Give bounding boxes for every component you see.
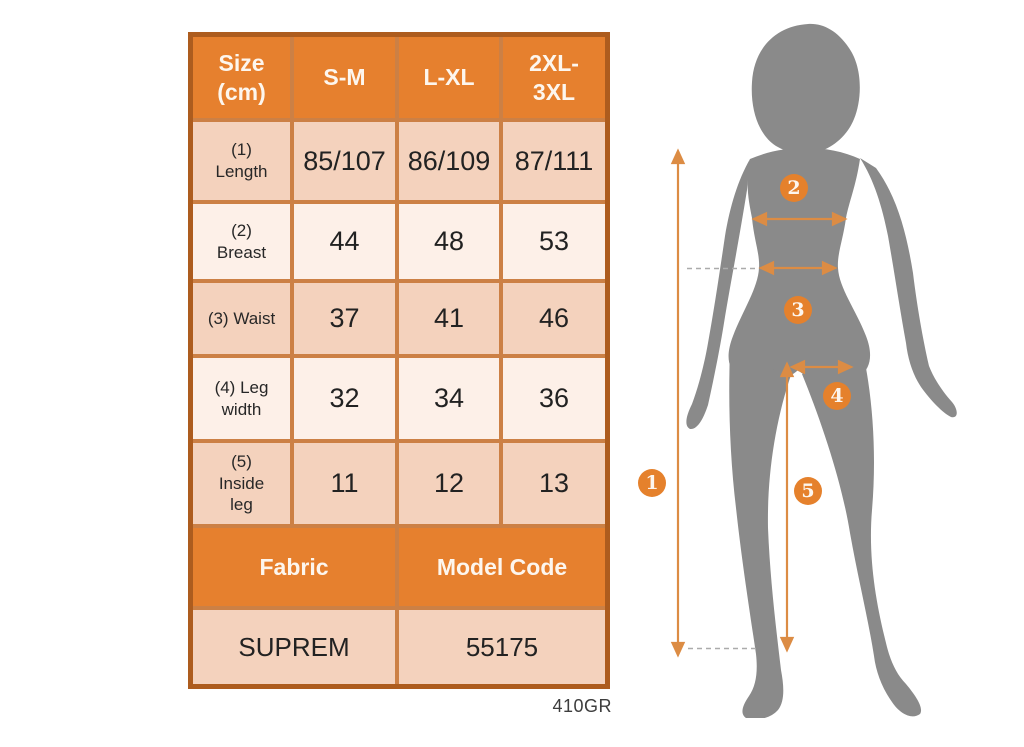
- arrow-5-head-bottom: [779, 636, 795, 653]
- cell-waist-sm: 37: [294, 283, 395, 354]
- col-header-l-xl: L-XL: [399, 37, 499, 118]
- cell-breast-2xl: 53: [503, 204, 605, 279]
- col-header-s-m: S-M: [294, 37, 395, 118]
- cell-insideleg-2xl: 13: [503, 443, 605, 524]
- body-silhouette: [686, 23, 957, 718]
- cell-length-2xl: 87/111: [503, 122, 605, 200]
- arrow-4-head-right: [837, 359, 854, 375]
- cell-length-sm: 85/107: [294, 122, 395, 200]
- row-label-breast: (2) Breast: [193, 204, 290, 279]
- footer-value-fabric: SUPREM: [193, 610, 395, 684]
- cell-breast-lxl: 48: [399, 204, 499, 279]
- col-header-2xl-3xl: 2XL- 3XL: [503, 37, 605, 118]
- footer-header-fabric: Fabric: [193, 528, 395, 606]
- arrow-4-head-left: [789, 359, 806, 375]
- arrow-3-head-right: [821, 260, 838, 276]
- cell-insideleg-sm: 11: [294, 443, 395, 524]
- arrow-5-head-top: [779, 361, 795, 378]
- footer-value-model-code: 55175: [399, 610, 605, 684]
- silhouette-head: [751, 23, 860, 155]
- silhouette-left-leg: [729, 350, 792, 718]
- cell-insideleg-lxl: 12: [399, 443, 499, 524]
- arrow-1-head-top: [670, 148, 686, 165]
- silhouette-right-leg: [802, 364, 922, 717]
- col-header-size-cm: Size (cm): [193, 37, 290, 118]
- arrow-2-head-right: [831, 211, 848, 227]
- cell-waist-2xl: 46: [503, 283, 605, 354]
- size-chart-table: Size (cm) S-M L-XL 2XL- 3XL (1) Length 8…: [188, 32, 610, 689]
- arrow-1-head-bottom: [670, 641, 686, 658]
- silhouette-right-arm: [860, 158, 957, 418]
- measure-badge-5: 5: [794, 477, 822, 505]
- cell-breast-sm: 44: [294, 204, 395, 279]
- footer-header-model-code: Model Code: [399, 528, 605, 606]
- cell-legwidth-lxl: 34: [399, 358, 499, 439]
- silhouette-left-arm: [686, 159, 750, 430]
- cell-length-lxl: 86/109: [399, 122, 499, 200]
- silhouette-torso: [728, 147, 871, 382]
- arrow-2-head-left: [751, 211, 768, 227]
- measure-badge-1: 1: [638, 469, 666, 497]
- measure-badge-3: 3: [784, 296, 812, 324]
- row-label-leg-width: (4) Leg width: [193, 358, 290, 439]
- arrow-3-head-left: [758, 260, 775, 276]
- weight-note: 410GR: [552, 696, 612, 716]
- cell-legwidth-sm: 32: [294, 358, 395, 439]
- cell-legwidth-2xl: 36: [503, 358, 605, 439]
- row-label-waist: (3) Waist: [193, 283, 290, 354]
- row-label-length: (1) Length: [193, 122, 290, 200]
- measure-badge-2: 2: [780, 174, 808, 202]
- cell-waist-lxl: 41: [399, 283, 499, 354]
- measure-badge-4: 4: [823, 382, 851, 410]
- row-label-inside-leg: (5) Inside leg: [193, 443, 290, 524]
